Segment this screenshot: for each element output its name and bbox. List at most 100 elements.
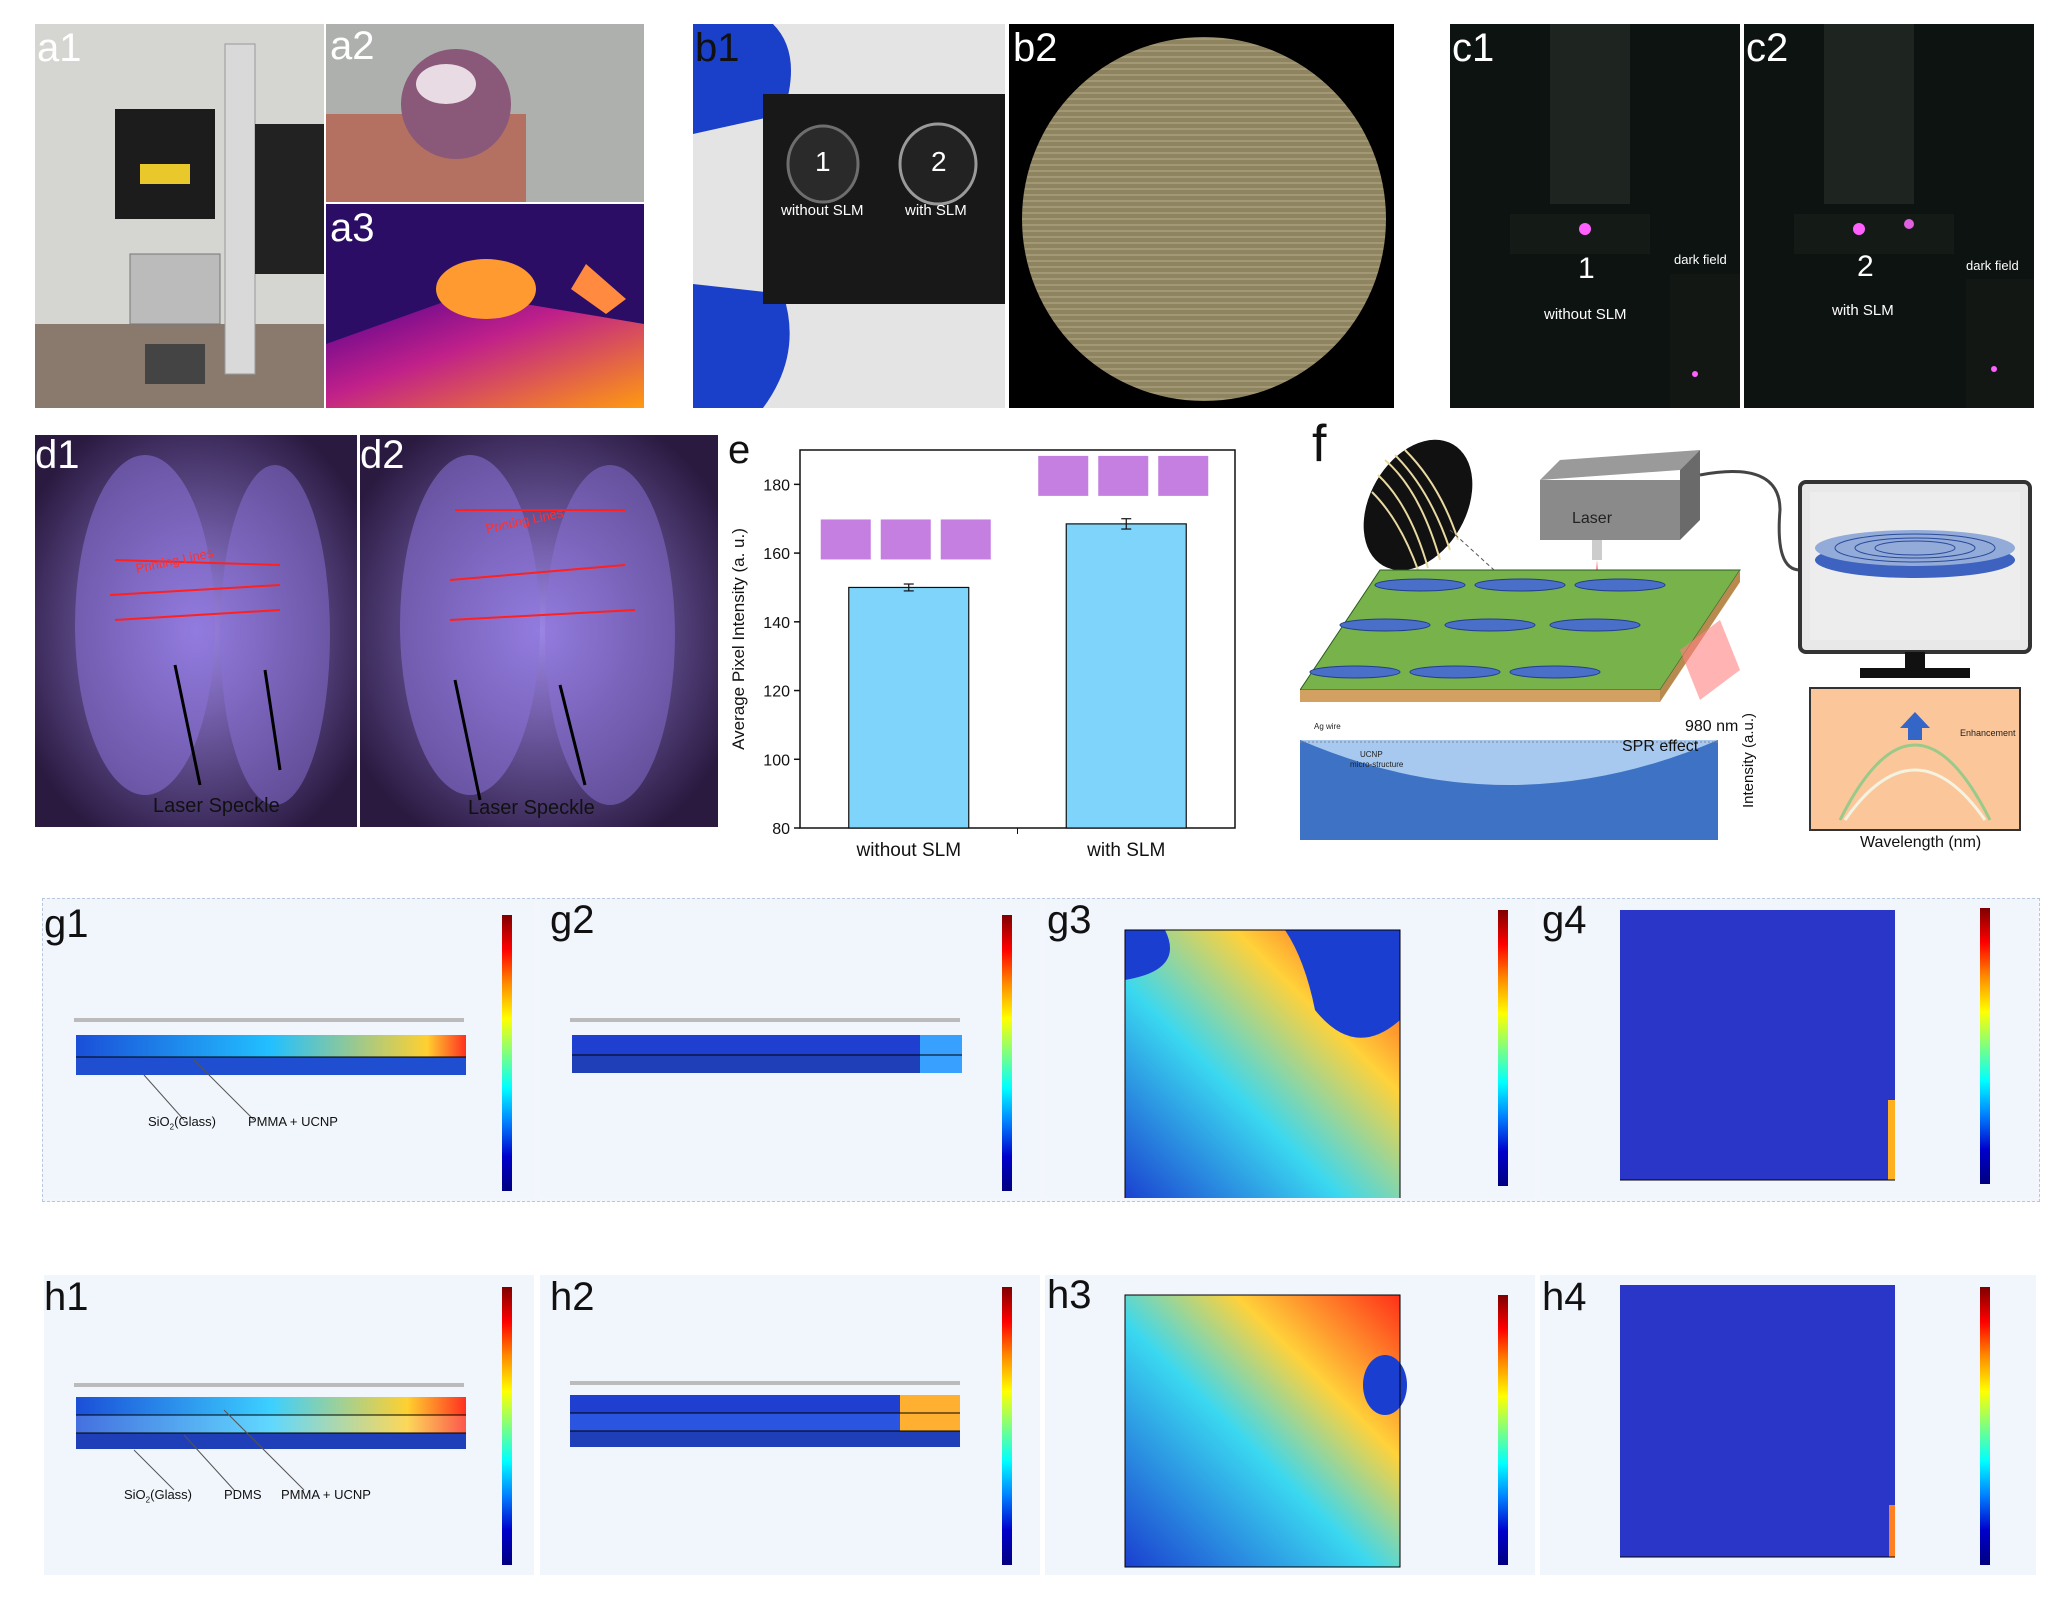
panel-g3-simulation: g3 <box>1045 900 1535 1198</box>
h1-sio2-text: SiO <box>124 1487 146 1502</box>
panel-a2-photo: a2 <box>326 24 644 202</box>
panel-h2-simulation: h2 <box>540 1275 1040 1575</box>
ucnp-label: UCNP <box>1360 750 1383 759</box>
g2-field-map <box>570 1018 962 1073</box>
c1-dark-field-label: dark field <box>1674 252 1727 267</box>
g2-colorbar <box>1002 915 1012 1191</box>
c2-dark-scene <box>1744 24 2034 408</box>
g1-glass-text: (Glass) <box>174 1114 217 1129</box>
panel-label-d2: d2 <box>360 435 405 477</box>
panel-label-g2: g2 <box>550 900 595 942</box>
thermal-image-illustration <box>326 204 644 408</box>
panel-f-schematic: f Laser 980 nm SPR effect Ag wire UCNP m… <box>1300 420 2045 860</box>
panel-a3-thermal: a3 <box>326 204 644 408</box>
micro-structure-label: micro-structure <box>1350 760 1404 769</box>
g1-colorbar <box>502 915 512 1191</box>
sample-thumbnail <box>1158 455 1209 496</box>
panel-a1-photo: a1 <box>35 24 324 408</box>
d2-laser-speckle-label: Laser Speckle <box>468 797 595 819</box>
panel-label-a1: a1 <box>37 26 82 70</box>
g1-sio2-sub: 2 <box>169 1122 175 1132</box>
panel-label-h1: h1 <box>44 1275 89 1319</box>
h2-field-map <box>570 1381 960 1447</box>
panel-label-g4: g4 <box>1542 900 1587 942</box>
panel-label-g1: g1 <box>44 902 89 946</box>
enhancement-label: Enhancement <box>1960 728 2016 738</box>
panel-label-h2: h2 <box>550 1275 595 1319</box>
laser-label: Laser <box>1572 510 1613 527</box>
b1-caption-without-slm: without SLM <box>781 202 864 219</box>
panel-label-a3: a3 <box>330 206 375 250</box>
y-tick-label: 120 <box>763 684 790 701</box>
h1-pdms-label: PDMS <box>224 1487 262 1502</box>
c1-dark-scene <box>1450 24 1740 408</box>
g3-colorbar <box>1498 910 1508 1186</box>
panel-d2-photo: Printing Lines Laser Speckle d2 <box>360 435 718 827</box>
sample-thumbnail <box>1038 455 1089 496</box>
h2-colorbar <box>1002 1287 1012 1565</box>
panel-c1-photo: 1 without SLM dark field c1 <box>1450 24 1740 408</box>
y-tick-label: 100 <box>763 752 790 769</box>
g4-field-map <box>1620 910 1895 1181</box>
sample-thumbnail <box>820 519 871 560</box>
h4-field-map <box>1620 1285 1895 1558</box>
ag-wire-label: Ag wire <box>1314 722 1341 731</box>
b1-sample-number-1: 1 <box>815 146 831 177</box>
b1-caption-with-slm: with SLM <box>905 202 967 219</box>
panel-label-g3: g3 <box>1047 900 1092 942</box>
sample-thumbnail <box>940 519 991 560</box>
panel-label-b2: b2 <box>1013 26 1058 70</box>
x-category-label: with SLM <box>1086 840 1165 861</box>
microstructure-discs <box>1309 578 1666 679</box>
y-axis-label: Average Pixel Intensity (a. u.) <box>729 528 748 750</box>
c1-caption: without SLM <box>1544 306 1627 323</box>
h1-colorbar <box>502 1287 512 1565</box>
g1-sio2-label: SiO2(Glass) <box>148 1114 216 1132</box>
bar-1 <box>1065 523 1187 829</box>
c2-sample-number: 2 <box>1857 250 1874 283</box>
panel-label-a2: a2 <box>330 24 375 68</box>
y-tick-label: 160 <box>763 546 790 563</box>
x-category-label: without SLM <box>855 840 961 861</box>
spr-effect-label: SPR effect <box>1622 738 1699 755</box>
panel-label-f: f <box>1312 420 1327 473</box>
g1-sio2-text: SiO <box>148 1114 170 1129</box>
c2-caption: with SLM <box>1832 302 1894 319</box>
h1-pmma-label: PMMA + UCNP <box>281 1487 371 1502</box>
panel-b2-micrograph: b2 <box>1009 24 1394 408</box>
panel-label-b1: b1 <box>695 26 740 70</box>
g4-colorbar <box>1980 908 1990 1184</box>
c1-sample-number: 1 <box>1578 252 1595 285</box>
h3-colorbar <box>1498 1295 1508 1565</box>
sample-thumbnail <box>1098 455 1149 496</box>
panel-h3-simulation: h3 <box>1045 1275 1535 1575</box>
d2-speckle-scene <box>360 435 718 827</box>
980nm-label: 980 nm <box>1685 718 1739 735</box>
panel-e-chart: e 80 100 120 140 160 180 without SLM with SLM Av… <box>720 420 1260 870</box>
g1-field-map <box>74 1018 466 1121</box>
panel-h4-simulation: h4 <box>1540 1275 2036 1575</box>
panel-label-c2: c2 <box>1746 26 1789 70</box>
panel-d1-photo: Printing Lines Laser Speckle d1 <box>35 435 357 827</box>
panel-label-d1: d1 <box>35 435 80 477</box>
spectrum-y-label: Intensity (a.u.) <box>1740 712 1757 808</box>
g3-field-map <box>1124 929 1401 1198</box>
y-tick-label: 180 <box>763 477 790 494</box>
panel-label-h4: h4 <box>1542 1275 1587 1319</box>
sample-dome-illustration <box>326 24 644 202</box>
sample-thumbnail <box>880 519 931 560</box>
panel-b1-photo: 1 without SLM 2 with SLM b1 <box>693 24 1005 408</box>
bar-0 <box>848 586 970 829</box>
laser-machine-illustration <box>35 24 324 408</box>
h1-field-map <box>74 1383 466 1491</box>
panel-label-h3: h3 <box>1047 1275 1092 1317</box>
slm-stripes <box>1371 449 1459 571</box>
g1-pmma-label: PMMA + UCNP <box>248 1114 338 1129</box>
h4-colorbar <box>1980 1287 1990 1565</box>
d1-laser-speckle-label: Laser Speckle <box>153 795 280 817</box>
panel-g2-simulation: g2 <box>540 900 1040 1198</box>
panel-c2-photo: 2 with SLM dark field c2 <box>1744 24 2034 408</box>
panel-g1-simulation: g1 SiO2(Glass) PMMA + UCNP <box>44 900 534 1198</box>
h1-glass-text: (Glass) <box>150 1487 193 1502</box>
panel-g4-simulation: g4 <box>1540 900 2036 1198</box>
